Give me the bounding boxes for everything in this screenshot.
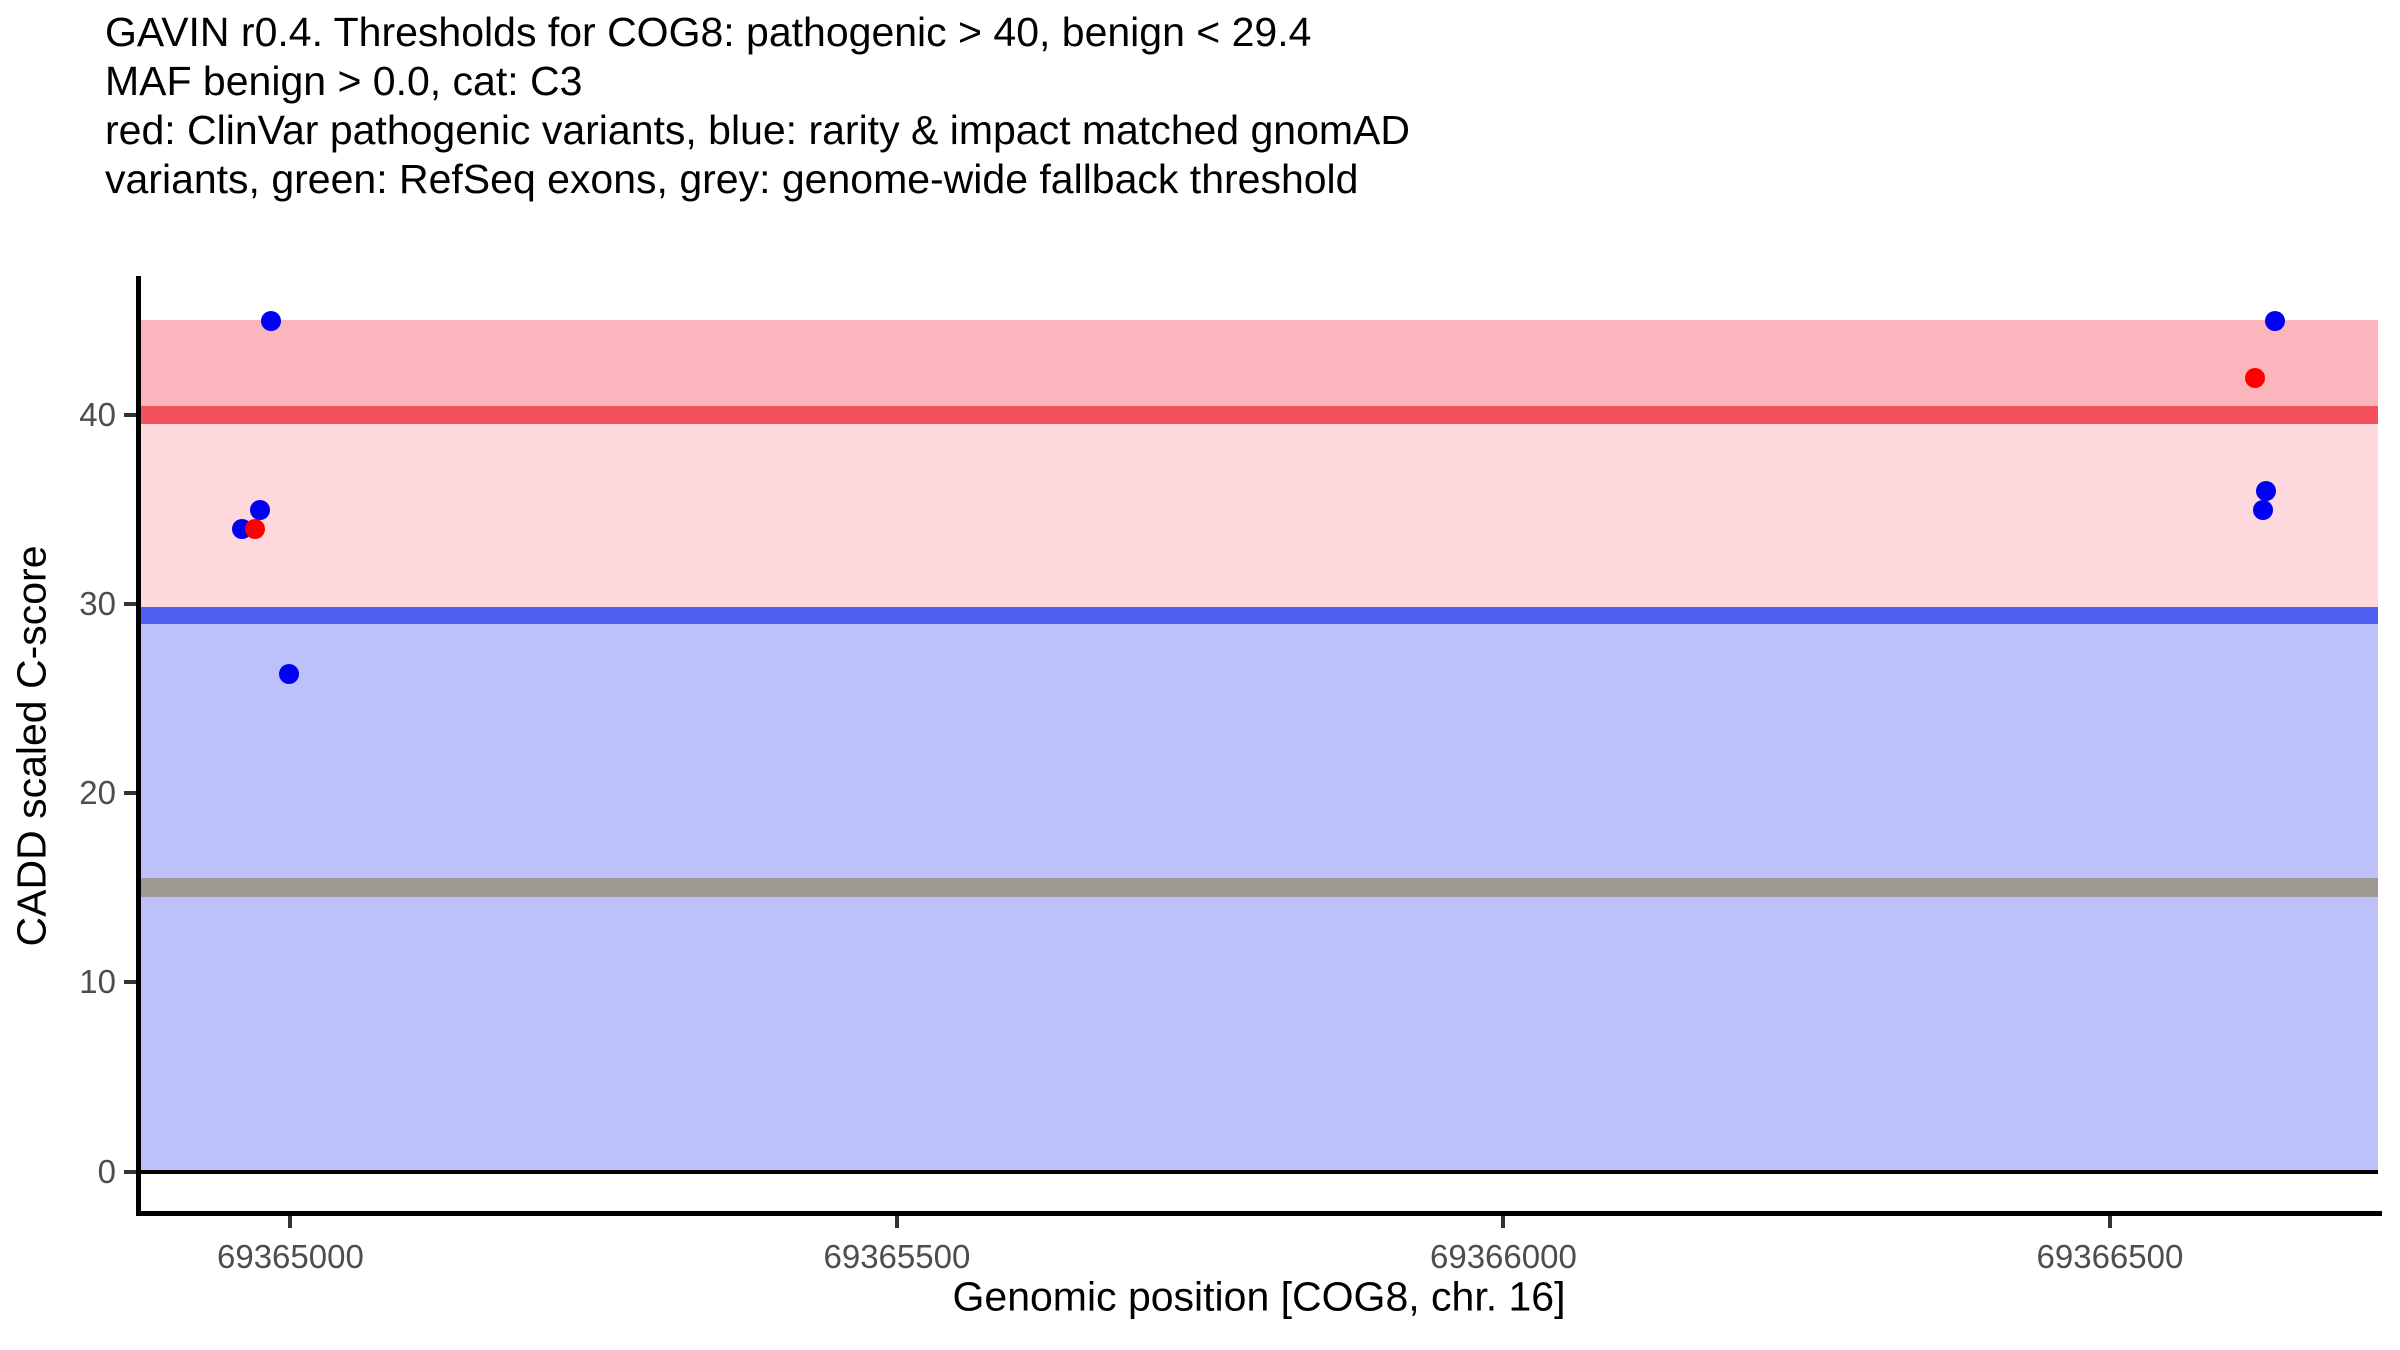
y-tick-label: 20	[79, 774, 116, 812]
gnomad-variant-point	[2256, 481, 2277, 502]
gnomad-variant-point	[2264, 310, 2285, 331]
y-tick-label: 0	[97, 1152, 116, 1190]
y-tick-mark	[124, 1169, 136, 1174]
plot-title-line-3: red: ClinVar pathogenic variants, blue: …	[105, 107, 1411, 153]
y-tick-label: 30	[79, 585, 116, 623]
x-tick-mark	[894, 1216, 899, 1228]
x-tick-mark	[2107, 1216, 2112, 1228]
plot-title-line-2: MAF benign > 0.0, cat: C3	[105, 58, 583, 104]
x-tick-label: 69365500	[823, 1238, 971, 1275]
x-tick-mark	[288, 1216, 293, 1228]
y-tick-mark	[124, 980, 136, 985]
y-tick-mark	[124, 413, 136, 418]
x-tick-label: 69366000	[1429, 1238, 1577, 1275]
x-tick-label: 69366500	[2036, 1238, 2184, 1275]
gnomad-variant-point	[279, 664, 300, 685]
x-tick-label: 69365000	[216, 1238, 364, 1275]
plot-title-line-1: GAVIN r0.4. Thresholds for COG8: pathoge…	[105, 9, 1312, 55]
plot-title-line-4: variants, green: RefSeq exons, grey: gen…	[105, 156, 1359, 202]
zero-line	[140, 1169, 2378, 1174]
plot-panel	[140, 278, 2378, 1215]
y-tick-label: 40	[79, 396, 116, 434]
x-axis-title: Genomic position [COG8, chr. 16]	[952, 1273, 1566, 1320]
pathogenic-band	[140, 319, 2378, 416]
x-axis-line	[136, 1211, 2382, 1216]
clinvar-variant-point	[245, 518, 266, 539]
genome-wide-fallback-line	[140, 878, 2378, 898]
x-tick-mark	[1501, 1216, 1506, 1228]
benign-threshold-line	[140, 607, 2378, 625]
clinvar-variant-point	[2245, 367, 2266, 388]
gnomad-variant-point	[261, 310, 281, 331]
pathogenic-threshold-line	[140, 406, 2378, 425]
y-tick-label: 10	[79, 963, 116, 1001]
gnomad-variant-point	[250, 499, 271, 520]
plot-title: GAVIN r0.4. Thresholds for COG8: pathoge…	[105, 8, 1410, 204]
y-axis-line	[136, 276, 141, 1216]
gnomad-variant-point	[2252, 499, 2273, 520]
y-tick-mark	[124, 602, 136, 607]
y-tick-mark	[124, 791, 136, 796]
y-axis-title: CADD scaled C-score	[8, 545, 55, 947]
